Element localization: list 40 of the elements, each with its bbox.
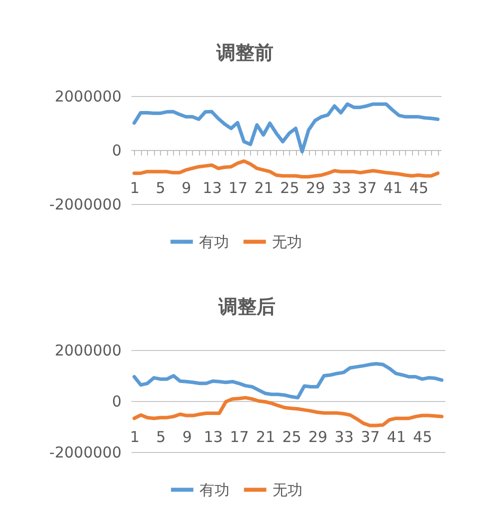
x-tick-label: 21 [256,428,276,446]
x-tick-label: 5 [156,179,166,198]
y-tick-label: -2000000 [49,444,122,462]
x-tick-label: 41 [386,428,406,446]
x-tick-label: 29 [306,179,326,198]
x-tick-label: 13 [202,179,222,198]
x-tick-label: 33 [334,428,354,446]
line-series [132,362,444,400]
x-tick-label: 25 [282,428,302,446]
x-tick-label: 33 [332,179,351,198]
legend-label: 有功 [200,480,230,499]
y-tick-label: -2000000 [49,196,122,214]
x-tick-label: 9 [182,179,192,198]
line-series [132,396,444,428]
x-tick-label: 45 [413,428,432,446]
chart-title: 调整后 [217,296,276,318]
x-tick-label: 29 [308,428,328,446]
x-tick-label: 9 [182,428,192,446]
x-tick-label: 45 [409,179,428,198]
y-tick-label: 0 [112,142,122,160]
x-tick-label: 41 [384,179,403,198]
legend-label: 无功 [272,480,303,499]
x-tick-label: 13 [204,428,223,446]
x-tick-label: 1 [130,179,140,198]
x-tick-label: 5 [156,428,166,446]
x-tick-label: 25 [280,179,300,198]
x-tick-label: 37 [358,179,377,198]
legend-label: 有功 [199,232,230,251]
y-tick-label: 2000000 [54,342,122,360]
chart-title: 调整前 [215,42,274,64]
y-tick-label: 0 [112,392,122,410]
x-tick-label: 1 [130,428,140,446]
line-series [132,159,440,178]
x-tick-label: 17 [228,179,248,198]
y-tick-label: 2000000 [54,88,122,106]
x-tick-label: 17 [230,428,249,446]
x-tick-label: 37 [360,428,380,446]
x-tick-label: 21 [254,179,274,198]
line-series [132,102,440,154]
legend-label: 无功 [272,232,302,251]
